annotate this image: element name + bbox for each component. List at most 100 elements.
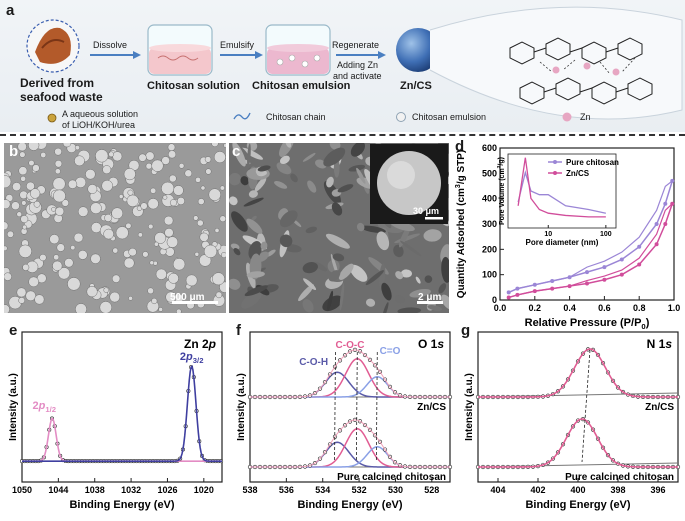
porous-texture xyxy=(290,173,298,183)
porous-texture xyxy=(229,278,241,290)
guide-line xyxy=(375,351,378,463)
microsphere xyxy=(64,258,74,268)
x-tick-label: 538 xyxy=(242,485,257,495)
microsphere xyxy=(4,199,11,210)
microsphere xyxy=(90,253,101,264)
y-tick-label: 0 xyxy=(492,295,497,305)
inset-legend-label: Pure chitosan xyxy=(566,158,619,167)
series-point xyxy=(654,222,659,226)
fit-curve xyxy=(478,348,678,398)
microsphere xyxy=(54,147,62,156)
microsphere xyxy=(147,198,159,210)
porous-texture xyxy=(244,285,268,297)
microsphere xyxy=(18,166,28,176)
coordination-bonds xyxy=(539,57,636,75)
porous-texture xyxy=(395,271,404,280)
porous-texture xyxy=(356,167,366,184)
porous-texture xyxy=(327,290,334,311)
y-axis-title: Quantity Adsorbed (cm3/g STP) xyxy=(455,150,467,299)
microsphere xyxy=(102,165,112,175)
step-adding-zn: Adding Zn xyxy=(337,60,379,70)
microsphere xyxy=(214,228,220,233)
series-point xyxy=(602,265,607,270)
microsphere xyxy=(204,156,212,163)
microsphere xyxy=(168,272,179,284)
panel-letter-f: f xyxy=(236,322,241,339)
porous-texture xyxy=(441,256,449,283)
sem-image-b xyxy=(4,143,226,313)
inset-x-tick-label: 10 xyxy=(544,231,552,238)
microsphere xyxy=(148,223,154,230)
fit-component xyxy=(250,441,450,468)
fit-envelope xyxy=(250,419,450,468)
microsphere xyxy=(223,143,226,148)
series-point xyxy=(567,284,572,289)
series-point xyxy=(663,222,668,226)
x-tick-label: 536 xyxy=(279,485,294,495)
porous-texture xyxy=(323,147,346,167)
series-point xyxy=(506,295,511,300)
porous-texture xyxy=(240,176,249,186)
porous-texture xyxy=(400,269,413,278)
microsphere xyxy=(22,224,27,230)
y-tick-label: 600 xyxy=(482,143,497,153)
microsphere xyxy=(54,168,61,175)
inset-legend-marker xyxy=(553,171,557,175)
x-tick-label: 0.6 xyxy=(598,303,611,313)
microsphere xyxy=(86,286,98,298)
microsphere xyxy=(4,272,12,281)
microsphere xyxy=(53,254,60,261)
microsphere xyxy=(49,234,60,245)
microsphere xyxy=(193,215,199,221)
microsphere xyxy=(164,228,174,238)
microsphere xyxy=(205,168,212,175)
peak-label-2p1-2: 2p1/2 xyxy=(33,400,57,414)
source-label-line1: Derived from xyxy=(20,76,95,90)
microsphere xyxy=(103,287,109,293)
microsphere xyxy=(52,260,63,271)
microsphere xyxy=(115,226,129,240)
inset-y-axis-title: Pore Volume (cm3/g) xyxy=(496,157,506,225)
porous-texture xyxy=(423,229,442,242)
plot-frame xyxy=(249,331,451,483)
x-tick-label: 1050 xyxy=(12,485,32,495)
microsphere xyxy=(33,200,41,208)
zn-atom xyxy=(552,66,560,74)
series-point xyxy=(532,282,537,287)
x-tick-label: 0.8 xyxy=(633,303,646,313)
series-point xyxy=(567,275,572,280)
microsphere xyxy=(109,291,121,303)
x-tick-label: 400 xyxy=(570,485,585,495)
zn-legend-icon xyxy=(562,112,572,122)
microsphere xyxy=(145,151,155,161)
microsphere xyxy=(111,274,121,283)
microsphere xyxy=(74,145,80,151)
microsphere xyxy=(4,304,10,313)
microsphere xyxy=(55,206,65,216)
inset-series-line xyxy=(517,170,606,214)
chitosan-structure xyxy=(509,37,653,105)
microsphere xyxy=(150,187,157,194)
porous-texture xyxy=(325,233,350,249)
microsphere xyxy=(178,163,185,169)
microsphere xyxy=(166,236,179,248)
microsphere xyxy=(18,297,26,304)
microsphere xyxy=(99,301,113,313)
microsphere xyxy=(77,250,88,260)
porous-texture xyxy=(246,218,263,234)
microsphere xyxy=(40,152,47,158)
fit-component xyxy=(250,371,450,398)
microsphere xyxy=(28,143,40,151)
y-tick-label: 200 xyxy=(482,244,497,254)
microsphere xyxy=(163,215,174,226)
porous-texture xyxy=(400,240,422,257)
microsphere xyxy=(20,175,26,182)
microsphere xyxy=(32,164,40,172)
x-tick-label: 396 xyxy=(650,485,665,495)
y-axis-title: Intensity (a.u.) xyxy=(236,373,247,441)
microsphere xyxy=(151,159,164,172)
fit-curve xyxy=(478,418,678,468)
microsphere xyxy=(219,185,225,191)
solution-label: Chitosan solution xyxy=(147,80,240,92)
bet-isotherm-chart: 0.0 0.2 0.4 0.6 0.8 1.0 0 100 200 300 400 500 600 Rel… xyxy=(455,143,680,330)
